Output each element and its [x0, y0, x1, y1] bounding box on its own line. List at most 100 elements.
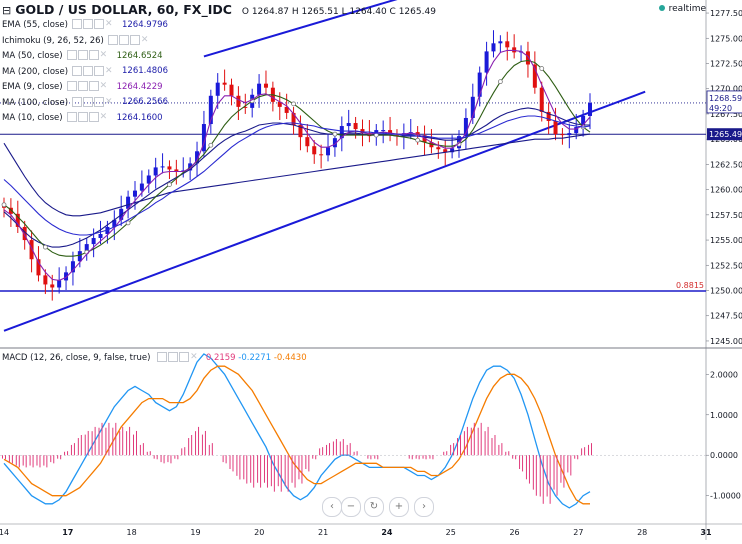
close-icon[interactable]: ✕ [99, 112, 108, 122]
eye-icon[interactable] [71, 19, 82, 29]
indicator-value: 1264.9796 [121, 19, 168, 30]
indicator-label[interactable]: MA (200, close) [2, 66, 69, 77]
plus-icon[interactable] [88, 81, 99, 91]
eye-icon[interactable] [66, 81, 77, 91]
settings-icon[interactable] [77, 112, 88, 122]
candle-body [153, 167, 158, 176]
collapse-icon[interactable]: ⊟ [2, 4, 12, 17]
candle-body [553, 121, 558, 135]
trendline-lower-channel[interactable] [3, 90, 646, 332]
time-tick-label: 25 [446, 528, 456, 537]
ma50-marker [332, 131, 338, 137]
candle-body [243, 106, 248, 108]
candle-body [339, 126, 344, 139]
time-tick-label: 27 [573, 528, 583, 537]
indicator-label[interactable]: EMA (9, close) [2, 81, 63, 92]
macd-label[interactable]: MACD (12, 26, close, 9, false, true) [2, 352, 151, 363]
settings-icon[interactable] [168, 352, 179, 362]
plus-icon[interactable] [94, 65, 105, 76]
eye-icon[interactable] [157, 352, 168, 362]
indicator-buttons: ✕ [72, 96, 114, 108]
close-icon[interactable]: ✕ [99, 50, 108, 60]
settings-icon[interactable] [77, 50, 88, 60]
zoom-in-button[interactable]: + [389, 497, 409, 517]
zoom-out-button[interactable]: − [341, 497, 361, 517]
scroll-right-button[interactable]: › [414, 497, 434, 517]
time-tick-label: 31 [700, 528, 712, 537]
ma50-marker [497, 79, 503, 85]
candle-body [498, 41, 503, 44]
series-line-signal-line [3, 365, 590, 505]
macd-line-value: -0.2271 [238, 352, 272, 363]
close-icon[interactable]: ✕ [190, 352, 198, 362]
time-tick-label: 24 [381, 528, 393, 537]
minus-icon: − [346, 501, 356, 512]
candle-body [353, 123, 358, 130]
realtime-status: realtime [658, 4, 706, 14]
ma50-marker [208, 142, 214, 148]
candle-body [29, 240, 34, 260]
series-line-ma-100-close- [3, 115, 591, 236]
price-tick-label: 1245.00 [710, 337, 742, 346]
close-icon[interactable]: ✕ [104, 19, 113, 29]
candle-body [36, 259, 41, 276]
macd-buttons: ✕ [157, 352, 199, 363]
settings-icon[interactable] [82, 19, 93, 29]
symbol-title[interactable]: GOLD / US DOLLAR, 60, FX_IDC [15, 2, 232, 17]
candle-body [539, 87, 544, 112]
eye-icon[interactable] [107, 34, 118, 45]
time-tick-label: 14 [0, 528, 9, 537]
indicator-legend-row: MA (10, close) ✕ 1264.1600 [2, 112, 163, 123]
close-icon[interactable]: ✕ [105, 96, 113, 107]
plus-icon[interactable] [93, 19, 104, 29]
indicator-label[interactable]: MA (50, close) [2, 50, 63, 61]
price-tick-label: 1270.00 [710, 85, 742, 94]
plus-icon[interactable] [88, 50, 99, 60]
candle-body [525, 51, 530, 65]
settings-icon[interactable] [83, 65, 94, 76]
settings-icon[interactable] [118, 34, 129, 45]
plus-icon[interactable] [88, 112, 99, 122]
indicator-legend-row: MA (50, close) ✕ 1264.6524 [2, 50, 163, 61]
candle-body [505, 41, 510, 48]
macd-tick-label: 0.0000 [710, 451, 738, 460]
candle-body [15, 213, 20, 227]
price-tick-label: 1257.50 [710, 211, 742, 220]
indicator-label[interactable]: MA (100, close) [2, 97, 69, 108]
reset-icon: ↻ [369, 501, 379, 512]
time-tick-label: 20 [254, 528, 264, 537]
candle-body [360, 129, 365, 134]
close-icon[interactable]: ✕ [105, 65, 113, 76]
price-tick-label: 1247.50 [710, 312, 742, 321]
indicator-label[interactable]: MA (10, close) [2, 112, 63, 123]
candle-body [326, 147, 331, 156]
scroll-left-button[interactable]: ‹ [322, 497, 342, 517]
candle-body [291, 112, 296, 126]
reset-button[interactable]: ↻ [364, 497, 384, 517]
horizontal-line-label-box [707, 128, 742, 141]
indicator-label[interactable]: Ichimoku (9, 26, 52, 26) [2, 35, 104, 46]
indicator-value: 1266.2566 [122, 97, 168, 108]
settings-icon[interactable] [83, 96, 94, 107]
indicator-buttons: ✕ [72, 65, 114, 77]
close-icon[interactable]: ✕ [140, 34, 149, 45]
plus-icon[interactable] [129, 34, 140, 45]
time-tick-label: 28 [637, 528, 647, 537]
close-icon[interactable]: ✕ [99, 81, 108, 91]
ma50-marker [415, 137, 421, 143]
plus-icon[interactable] [94, 96, 105, 107]
indicator-label[interactable]: EMA (55, close) [2, 19, 68, 30]
indicator-legend-row: MA (200, close) ✕ 1261.4806 [2, 65, 168, 77]
trendline-upper-channel[interactable] [203, 0, 452, 58]
candle-body [443, 149, 448, 153]
plus-icon[interactable] [179, 352, 190, 362]
settings-icon[interactable] [77, 81, 88, 91]
indicator-legend-row: Ichimoku (9, 26, 52, 26) ✕ [2, 34, 158, 46]
eye-icon[interactable] [66, 112, 77, 122]
eye-icon[interactable] [72, 96, 83, 107]
macd-legend: MACD (12, 26, close, 9, false, true) ✕ 0… [2, 352, 307, 363]
eye-icon[interactable] [66, 50, 77, 60]
eye-icon[interactable] [72, 65, 83, 76]
